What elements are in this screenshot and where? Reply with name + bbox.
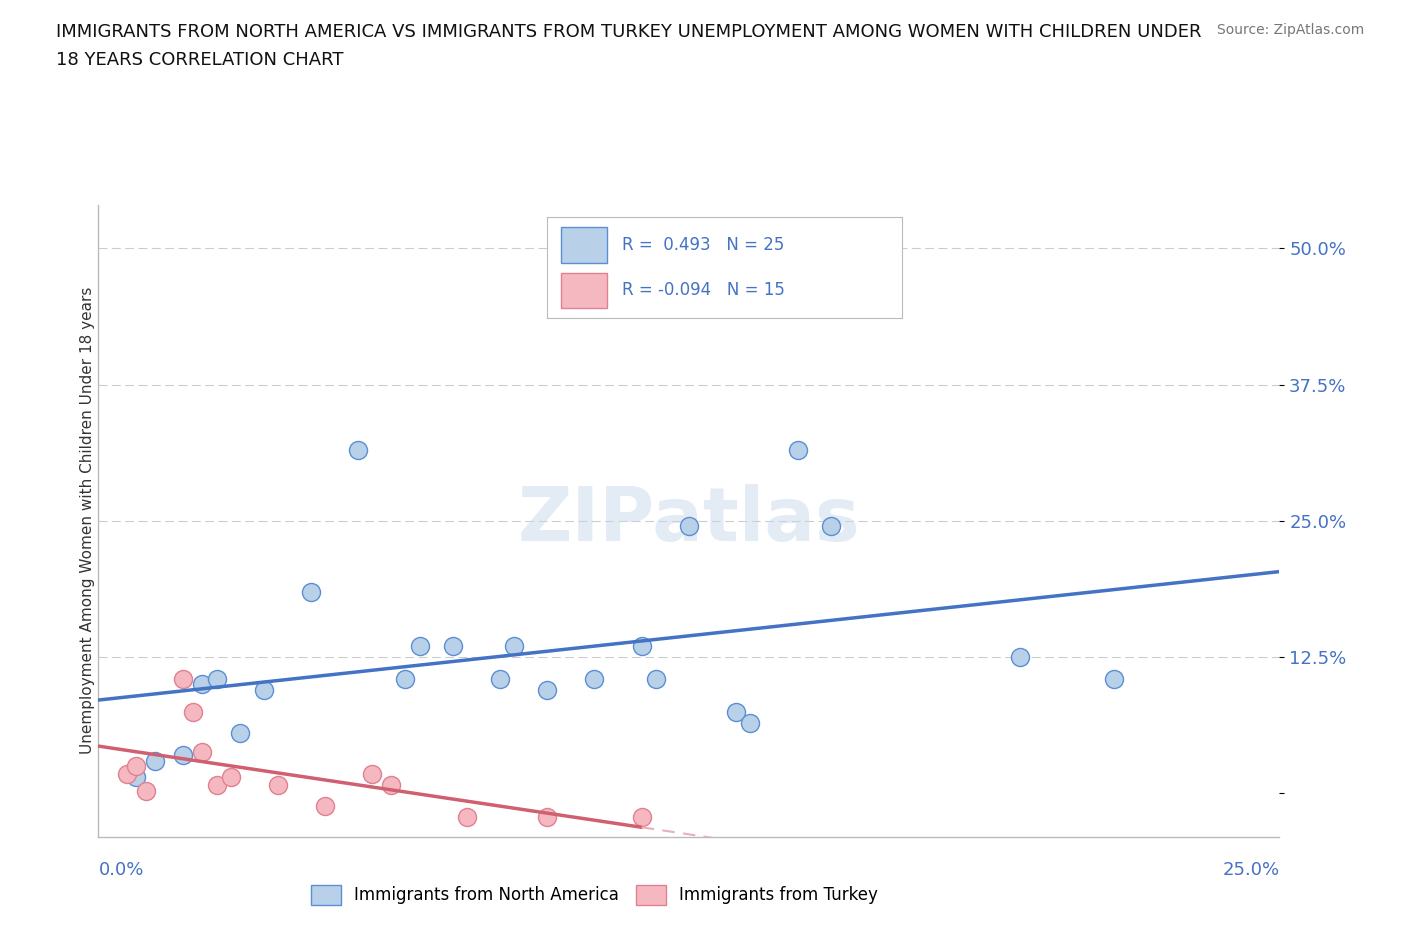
Text: 25.0%: 25.0%	[1222, 860, 1279, 879]
Text: 0.0%: 0.0%	[98, 860, 143, 879]
Legend: Immigrants from North America, Immigrants from Turkey: Immigrants from North America, Immigrant…	[311, 885, 877, 905]
Text: IMMIGRANTS FROM NORTH AMERICA VS IMMIGRANTS FROM TURKEY UNEMPLOYMENT AMONG WOMEN: IMMIGRANTS FROM NORTH AMERICA VS IMMIGRA…	[56, 23, 1202, 41]
Y-axis label: Unemployment Among Women with Children Under 18 years: Unemployment Among Women with Children U…	[80, 287, 94, 754]
Text: 18 YEARS CORRELATION CHART: 18 YEARS CORRELATION CHART	[56, 51, 343, 69]
Text: ZIPatlas: ZIPatlas	[517, 485, 860, 557]
Text: Source: ZipAtlas.com: Source: ZipAtlas.com	[1216, 23, 1364, 37]
